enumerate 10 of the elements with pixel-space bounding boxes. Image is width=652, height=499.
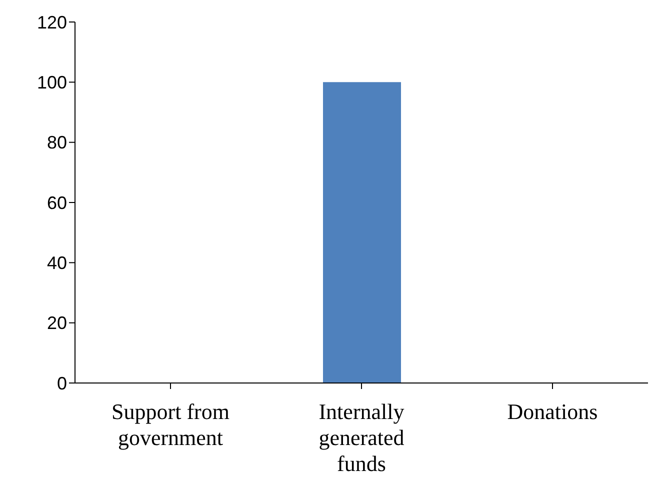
- y-tick-label: 120: [36, 12, 67, 32]
- y-tick-label: 40: [46, 253, 67, 274]
- x-tick-label: Internally generated funds: [318, 399, 404, 476]
- y-tick-label: 0: [56, 373, 67, 394]
- y-tick-label: 100: [36, 72, 67, 93]
- y-tick-label: 60: [46, 192, 67, 213]
- y-tick-label: 80: [46, 132, 67, 153]
- x-tick-label: Donations: [507, 399, 598, 424]
- y-tick-label: 20: [46, 313, 67, 334]
- x-tick-label: Support from government: [112, 399, 230, 450]
